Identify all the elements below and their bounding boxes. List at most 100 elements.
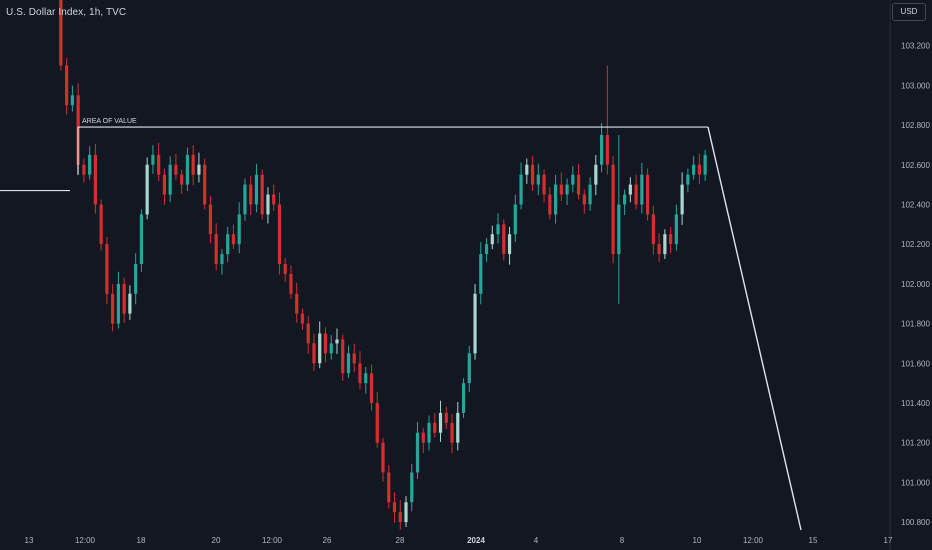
candle xyxy=(479,241,483,305)
candle xyxy=(507,226,512,265)
candle xyxy=(243,178,247,221)
y-tick-label: 101.800 xyxy=(901,320,930,329)
candle xyxy=(490,225,494,250)
candle xyxy=(168,156,172,203)
candle xyxy=(208,195,213,244)
candle xyxy=(306,316,310,354)
candle xyxy=(312,333,316,371)
candle xyxy=(553,174,558,224)
x-tick-label: 13 xyxy=(25,536,34,545)
candle xyxy=(427,415,431,451)
y-tick-label: 102.000 xyxy=(901,280,930,289)
x-tick-label: 2024 xyxy=(467,536,485,545)
candle xyxy=(692,156,696,180)
y-tick-label: 102.200 xyxy=(901,240,930,249)
candle xyxy=(59,0,63,71)
y-tick-label: 102.400 xyxy=(901,200,930,209)
candle xyxy=(254,163,259,213)
x-tick-label: 8 xyxy=(620,536,625,545)
candle xyxy=(605,65,609,175)
candle xyxy=(289,265,293,299)
candle xyxy=(663,229,667,260)
candle xyxy=(651,205,655,255)
candle xyxy=(231,224,236,250)
candle xyxy=(415,421,420,479)
candle xyxy=(404,496,408,528)
candle xyxy=(473,284,477,360)
candle xyxy=(116,271,120,329)
candle xyxy=(398,500,402,530)
projection-line[interactable] xyxy=(707,126,802,531)
candle xyxy=(634,174,638,210)
candle xyxy=(82,158,86,183)
candle xyxy=(185,147,190,191)
candle xyxy=(364,367,368,394)
candle xyxy=(444,406,448,430)
candle xyxy=(174,153,178,180)
candle xyxy=(70,85,74,112)
x-tick-label: 12:00 xyxy=(743,536,764,545)
candle xyxy=(99,199,103,251)
candle xyxy=(536,163,540,196)
candle xyxy=(93,143,97,214)
candle xyxy=(484,238,489,262)
candle xyxy=(519,162,523,210)
candle xyxy=(525,158,529,184)
candle xyxy=(358,351,362,390)
candle xyxy=(226,226,230,262)
candle xyxy=(260,169,264,220)
candle xyxy=(530,156,535,191)
candle xyxy=(335,328,339,354)
x-tick-label: 20 xyxy=(212,536,221,545)
candle xyxy=(392,492,397,523)
candle xyxy=(145,157,149,220)
candle xyxy=(277,192,282,275)
candle xyxy=(214,223,218,271)
y-tick-label: 101.200 xyxy=(901,439,930,448)
y-tick-label: 101.400 xyxy=(901,399,930,408)
x-tick-label: 15 xyxy=(809,536,818,545)
candle xyxy=(191,145,195,186)
currency-button[interactable]: USD xyxy=(892,3,926,21)
candle xyxy=(283,257,287,282)
x-tick-label: 17 xyxy=(884,536,893,545)
candle xyxy=(157,142,161,182)
candle xyxy=(346,345,351,379)
candle xyxy=(295,282,299,323)
candle xyxy=(105,236,109,305)
candle xyxy=(272,184,276,211)
candle xyxy=(456,401,460,451)
candle xyxy=(657,233,661,262)
candle xyxy=(381,437,385,482)
candle xyxy=(65,58,69,115)
y-tick-label: 103.000 xyxy=(901,81,930,90)
x-tick-label: 10 xyxy=(693,536,702,545)
candle xyxy=(134,253,138,305)
x-tick-label: 12:00 xyxy=(262,536,283,545)
candle xyxy=(387,465,391,509)
candle xyxy=(703,149,707,182)
candle xyxy=(433,413,437,438)
candle xyxy=(438,400,443,442)
candle xyxy=(542,169,546,203)
candle xyxy=(203,158,207,210)
candle xyxy=(646,168,650,221)
candle xyxy=(369,364,374,411)
candle xyxy=(496,213,500,244)
y-tick-label: 101.600 xyxy=(901,359,930,368)
candle xyxy=(628,177,632,203)
candle xyxy=(352,343,356,373)
y-tick-label: 102.800 xyxy=(901,121,930,130)
x-tick-label: 28 xyxy=(396,536,405,545)
candle xyxy=(162,168,167,206)
candle xyxy=(697,153,701,184)
candle xyxy=(237,202,241,254)
candle xyxy=(674,204,678,251)
candle xyxy=(565,178,569,206)
candle xyxy=(111,284,115,332)
candle xyxy=(588,177,592,211)
x-tick-label: 18 xyxy=(137,536,146,545)
candle xyxy=(576,163,581,200)
